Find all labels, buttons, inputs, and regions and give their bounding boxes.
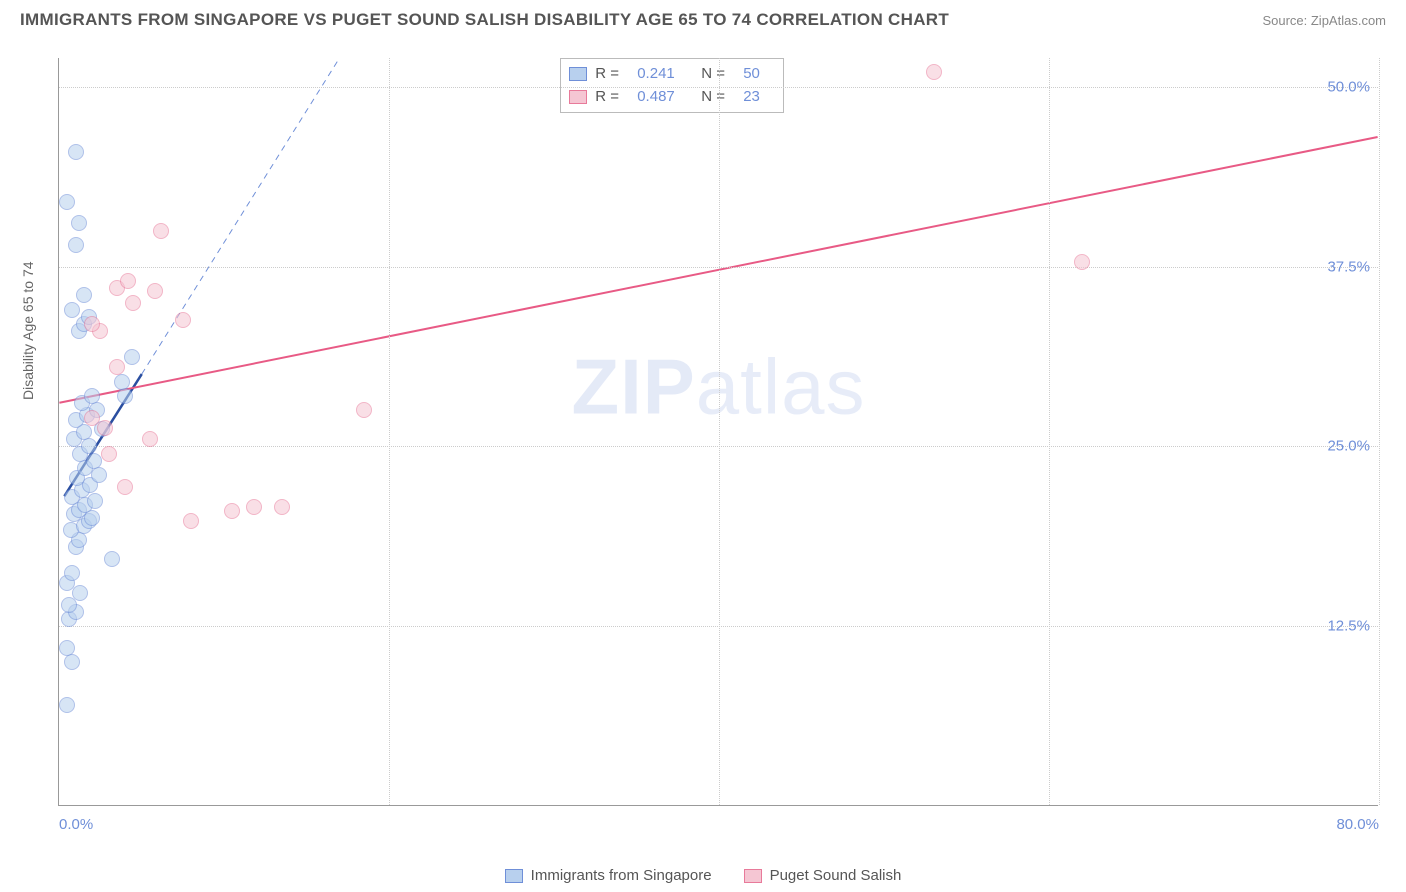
gridline-v [1049, 58, 1050, 805]
gridline-v [1379, 58, 1380, 805]
data-point [117, 388, 133, 404]
legend-item: Immigrants from Singapore [505, 867, 712, 884]
data-point [926, 64, 942, 80]
data-point [59, 194, 75, 210]
data-point [109, 359, 125, 375]
y-tick-label: 50.0% [1327, 78, 1370, 95]
data-point [1074, 254, 1090, 270]
watermark-thin: atlas [696, 342, 866, 430]
data-point [153, 223, 169, 239]
data-point [64, 302, 80, 318]
y-tick-label: 25.0% [1327, 438, 1370, 455]
legend-item: Puget Sound Salish [744, 867, 902, 884]
gridline-v [389, 58, 390, 805]
data-point [246, 499, 262, 515]
data-point [84, 388, 100, 404]
series-legend: Immigrants from Singapore Puget Sound Sal… [0, 867, 1406, 884]
regression-line-extrapolated [142, 58, 340, 374]
data-point [114, 374, 130, 390]
stats-row: R =0.487N =23 [569, 86, 771, 109]
data-point [64, 565, 80, 581]
data-point [76, 287, 92, 303]
x-tick-label: 0.0% [59, 816, 93, 833]
data-point [71, 215, 87, 231]
y-tick-label: 37.5% [1327, 258, 1370, 275]
data-point [72, 585, 88, 601]
correlation-stats-legend: R =0.241N =50R =0.487N =23 [560, 58, 784, 113]
legend-swatch [505, 869, 523, 883]
legend-label: Puget Sound Salish [770, 867, 902, 884]
data-point [59, 640, 75, 656]
x-tick-label: 80.0% [1336, 816, 1379, 833]
data-point [183, 513, 199, 529]
data-point [125, 295, 141, 311]
data-point [68, 144, 84, 160]
stat-r-value: 0.241 [637, 63, 693, 86]
legend-swatch [569, 90, 587, 104]
data-point [224, 503, 240, 519]
data-point [120, 273, 136, 289]
data-point [59, 697, 75, 713]
data-point [356, 402, 372, 418]
stat-r-label: R = [595, 86, 629, 109]
stat-n-value: 50 [743, 63, 771, 86]
y-tick-label: 12.5% [1327, 618, 1370, 635]
data-point [104, 551, 120, 567]
data-point [87, 493, 103, 509]
data-point [124, 349, 140, 365]
data-point [175, 312, 191, 328]
data-point [274, 499, 290, 515]
legend-swatch [744, 869, 762, 883]
chart-title: IMMIGRANTS FROM SINGAPORE VS PUGET SOUND… [20, 10, 949, 30]
data-point [64, 654, 80, 670]
data-point [84, 410, 100, 426]
data-point [117, 479, 133, 495]
data-point [97, 420, 113, 436]
data-point [84, 316, 100, 332]
stat-n-value: 23 [743, 86, 771, 109]
stats-row: R =0.241N =50 [569, 63, 771, 86]
legend-label: Immigrants from Singapore [531, 867, 712, 884]
data-point [101, 446, 117, 462]
stat-r-value: 0.487 [637, 86, 693, 109]
data-point [81, 438, 97, 454]
gridline-v [719, 58, 720, 805]
stat-r-label: R = [595, 63, 629, 86]
y-axis-label: Disability Age 65 to 74 [20, 261, 36, 400]
chart-header: IMMIGRANTS FROM SINGAPORE VS PUGET SOUND… [0, 0, 1406, 36]
legend-swatch [569, 67, 587, 81]
data-point [147, 283, 163, 299]
data-point [68, 237, 84, 253]
chart-source: Source: ZipAtlas.com [1262, 13, 1386, 28]
scatter-chart-area: ZIPatlas R =0.241N =50R =0.487N =23 12.5… [58, 58, 1378, 806]
watermark-bold: ZIP [571, 342, 695, 430]
data-point [142, 431, 158, 447]
